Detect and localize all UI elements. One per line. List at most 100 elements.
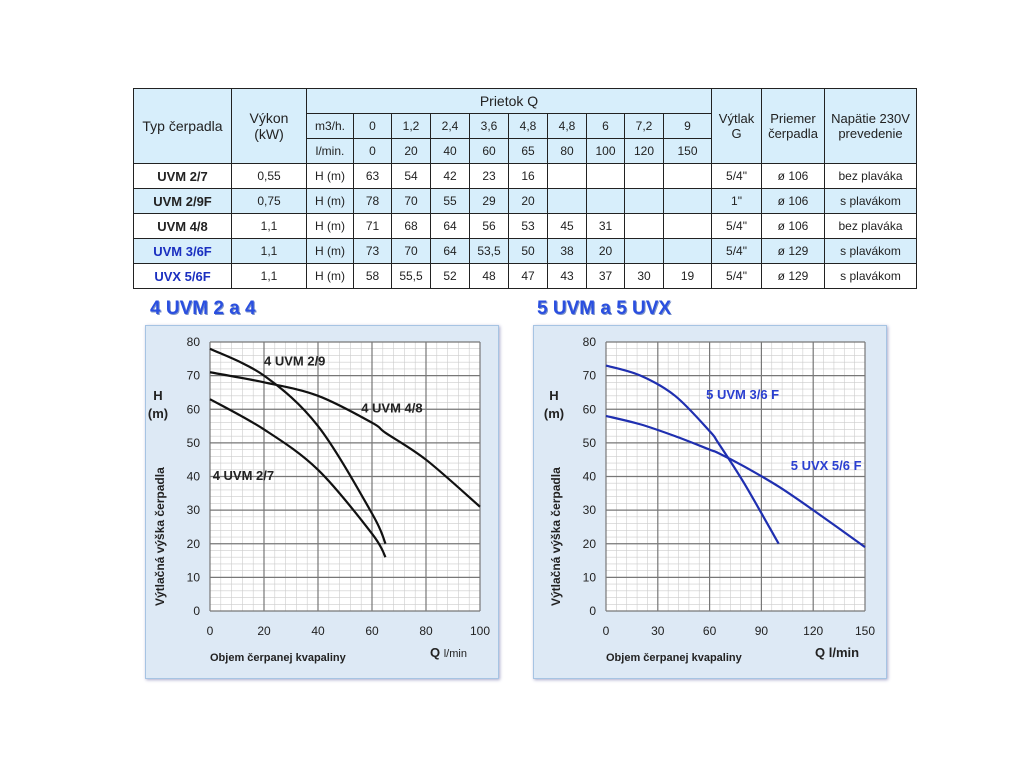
- head-value: 50: [508, 238, 548, 264]
- chart-box-2: 0 30 60 90 120 150 0 10 20 30 40 50 60 70 80 H (m) Výtlač…: [533, 325, 887, 679]
- head-value: 78: [353, 188, 392, 214]
- head-unit: H (m): [306, 188, 354, 214]
- y-tick-label: 50: [583, 436, 597, 450]
- y-tick-label: 50: [187, 436, 201, 450]
- chart-title-1: 4 UVM 2 a 4: [150, 298, 256, 319]
- header-outlet: Výtlak G: [711, 88, 762, 164]
- y-tick-label: 80: [187, 335, 201, 349]
- table-row: UVM 4/8 1,1 H (m) 71 68 64 56 53 45 31 5/4" ø 106 be…: [133, 213, 917, 239]
- chart-1: 0 20 40 60 80 100 0 10 20 30 40 50 60 70 80 H (m) Výtlačn…: [148, 335, 490, 664]
- head-value: 30: [624, 263, 664, 289]
- chart-title-2: 5 UVM a 5 UVX: [537, 298, 672, 319]
- x-tick-label: 0: [207, 624, 214, 638]
- flow-m3h-value: 3,6: [469, 113, 509, 139]
- table-row: UVM 3/6F 1,1 H (m) 73 70 64 53,5 50 38 20 5/4" ø 12…: [133, 238, 917, 264]
- head-value: 37: [586, 263, 625, 289]
- pump-diameter: ø 106: [761, 188, 825, 214]
- flow-lmin-value: 40: [430, 138, 470, 164]
- pump-voltage: s plavákom: [824, 263, 917, 289]
- head-value: 68: [391, 213, 431, 239]
- head-value: 52: [430, 263, 470, 289]
- header-diameter: Priemer čerpadla: [761, 88, 825, 164]
- head-unit: H (m): [306, 163, 354, 189]
- pump-name: UVM 4/8: [133, 213, 232, 239]
- pump-voltage: bez plaváka: [824, 163, 917, 189]
- x-tick-label: 60: [365, 624, 379, 638]
- series-line: [605, 364, 780, 545]
- unit-lmin: l/min.: [306, 138, 354, 164]
- head-value: [624, 238, 664, 264]
- pump-diameter: ø 129: [761, 263, 825, 289]
- y-tick-label: 10: [583, 570, 597, 584]
- head-value: 20: [586, 238, 625, 264]
- head-value: [663, 188, 712, 214]
- head-unit: H (m): [306, 213, 354, 239]
- x-tick-label: 40: [311, 624, 325, 638]
- head-value: 64: [430, 213, 470, 239]
- head-value: 53,5: [469, 238, 509, 264]
- flow-m3h-value: 0: [353, 113, 392, 139]
- y-tick-label: 40: [583, 470, 597, 484]
- flow-m3h-value: 2,4: [430, 113, 470, 139]
- x-unit-label: Q l/min: [815, 645, 859, 660]
- x-tick-label: 0: [603, 624, 610, 638]
- flow-m3h-value: 7,2: [624, 113, 664, 139]
- series-label: 4 UVM 2/9: [264, 354, 325, 369]
- pump-name: UVM 3/6F: [133, 238, 232, 264]
- flow-lmin-value: 80: [547, 138, 587, 164]
- x-tick-label: 150: [855, 624, 875, 638]
- head-value: [586, 188, 625, 214]
- y-unit-label: (m): [544, 406, 564, 421]
- series-line: [605, 414, 866, 549]
- pump-power: 1,1: [231, 213, 307, 239]
- head-value: 63: [353, 163, 392, 189]
- pump-power: 0,75: [231, 188, 307, 214]
- head-value: [663, 213, 712, 239]
- head-value: 45: [547, 213, 587, 239]
- flow-lmin-value: 0: [353, 138, 392, 164]
- x-tick-label: 90: [755, 624, 769, 638]
- head-value: 20: [508, 188, 548, 214]
- flow-m3h-value: 6: [586, 113, 625, 139]
- head-value: 29: [469, 188, 509, 214]
- pump-voltage: s plavákom: [824, 238, 917, 264]
- y-tick-label: 70: [187, 369, 201, 383]
- head-value: 70: [391, 238, 431, 264]
- head-value: [624, 188, 664, 214]
- header-type: Typ čerpadla: [133, 88, 232, 164]
- y-axis-label: Výtlačná výška čerpadla: [153, 467, 167, 606]
- series-line: [209, 347, 387, 545]
- head-value: [663, 163, 712, 189]
- pump-outlet: 5/4": [711, 163, 762, 189]
- unit-m3h: m3/h.: [306, 113, 354, 139]
- x-tick-label: 100: [470, 624, 490, 638]
- head-value: 55,5: [391, 263, 431, 289]
- head-value: 54: [391, 163, 431, 189]
- y-tick-label: 10: [187, 570, 201, 584]
- flow-m3h-value: 4,8: [508, 113, 548, 139]
- flow-lmin-value: 100: [586, 138, 625, 164]
- flow-m3h-value: 1,2: [391, 113, 431, 139]
- head-value: [663, 238, 712, 264]
- head-value: 38: [547, 238, 587, 264]
- pump-diameter: ø 106: [761, 163, 825, 189]
- chart-box-1: 0 20 40 60 80 100 0 10 20 30 40 50 60 70 80 H (m) Výtlačn…: [145, 325, 499, 679]
- x-axis-label: Objem čerpanej kvapaliny: [606, 652, 743, 664]
- pump-voltage: bez plaváka: [824, 213, 917, 239]
- x-tick-label: 120: [803, 624, 823, 638]
- header-power: Výkon (kW): [231, 88, 307, 164]
- head-value: 70: [391, 188, 431, 214]
- pump-outlet: 5/4": [711, 263, 762, 289]
- table-row: UVM 2/9F 0,75 H (m) 78 70 55 29 20 1" ø 106 s plav…: [133, 188, 917, 214]
- flow-m3h-value: 4,8: [547, 113, 587, 139]
- series-line: [209, 371, 481, 508]
- y-unit-label: H: [549, 388, 558, 403]
- y-tick-label: 60: [187, 402, 201, 416]
- y-tick-label: 20: [583, 537, 597, 551]
- pump-name: UVM 2/9F: [133, 188, 232, 214]
- header-voltage: Napätie 230V prevedenie: [824, 88, 917, 164]
- head-value: 58: [353, 263, 392, 289]
- head-value: 31: [586, 213, 625, 239]
- pump-outlet: 1": [711, 188, 762, 214]
- head-value: 71: [353, 213, 392, 239]
